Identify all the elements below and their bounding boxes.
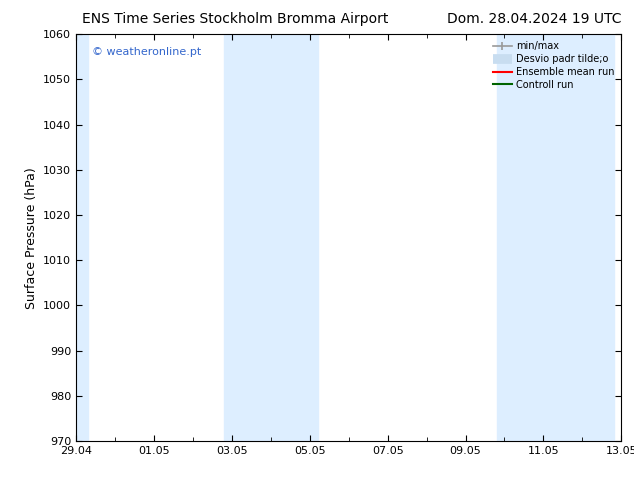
Text: ENS Time Series Stockholm Bromma Airport: ENS Time Series Stockholm Bromma Airport xyxy=(82,12,389,26)
Legend: min/max, Desvio padr tilde;o, Ensemble mean run, Controll run: min/max, Desvio padr tilde;o, Ensemble m… xyxy=(491,39,616,92)
Y-axis label: Surface Pressure (hPa): Surface Pressure (hPa) xyxy=(25,167,37,309)
Bar xyxy=(76,34,87,441)
Bar xyxy=(224,34,318,441)
Text: Dom. 28.04.2024 19 UTC: Dom. 28.04.2024 19 UTC xyxy=(447,12,621,26)
Bar xyxy=(496,34,614,441)
Text: © weatheronline.pt: © weatheronline.pt xyxy=(93,47,202,56)
